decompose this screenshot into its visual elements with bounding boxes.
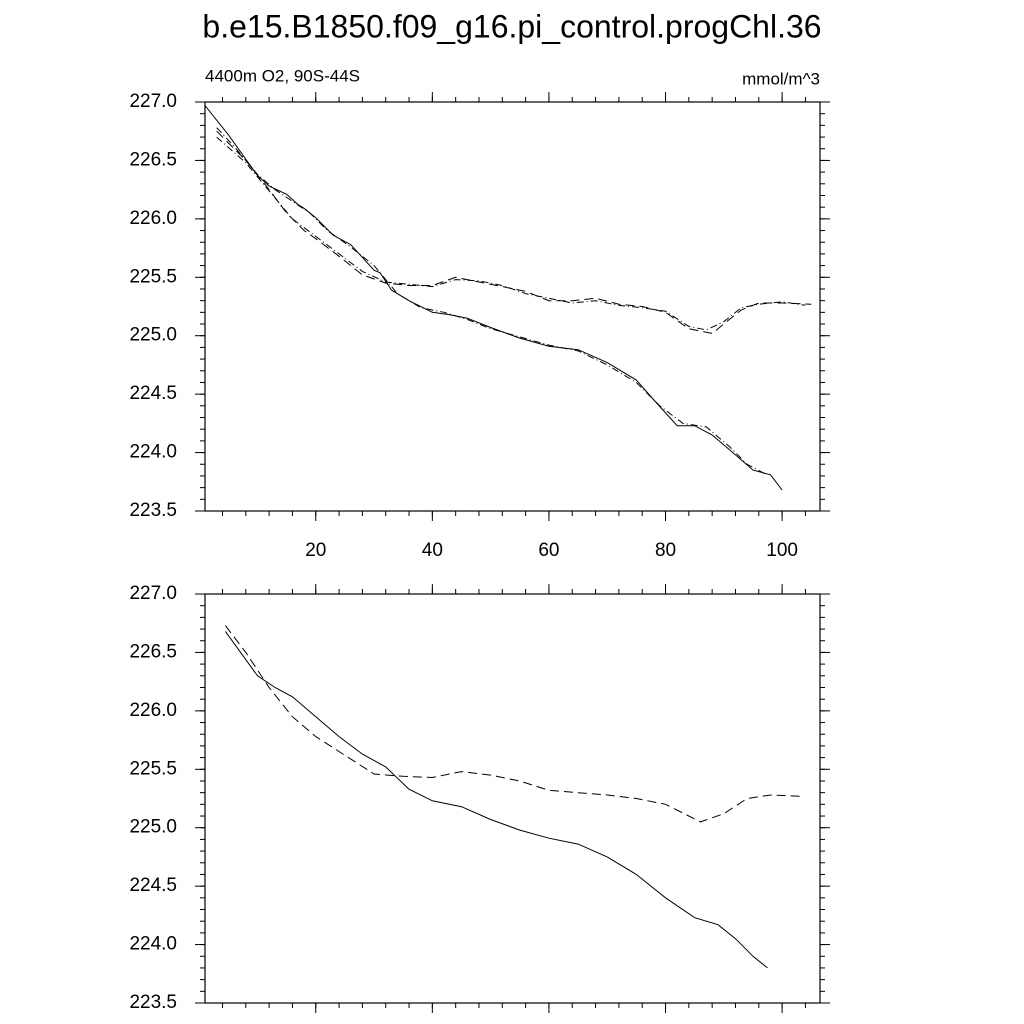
- y-tick-label: 226.5: [129, 641, 177, 662]
- y-tick-label: 225.5: [129, 758, 177, 779]
- y-tick-label: 227.0: [129, 91, 177, 112]
- data-line: [216, 130, 812, 334]
- y-tick-label: 225.5: [129, 266, 177, 287]
- x-tick-label: 80: [655, 540, 676, 561]
- x-tick-label: 40: [422, 540, 443, 561]
- y-tick-label: 223.5: [129, 500, 177, 521]
- y-tick-label: 226.0: [129, 208, 177, 229]
- data-line: [204, 105, 783, 491]
- y-tick-label: 226.5: [129, 149, 177, 170]
- chart-title: b.e15.B1850.f09_g16.pi_control.progChl.3…: [202, 8, 821, 44]
- y-tick-label: 225.0: [129, 817, 177, 838]
- left-string: 4400m O2, 90S-44S: [205, 66, 360, 85]
- plot-frame: [204, 101, 821, 512]
- x-tick-label: 100: [766, 540, 798, 561]
- y-tick-label: 226.0: [129, 700, 177, 721]
- y-tick-label: 224.5: [129, 383, 177, 404]
- y-tick-label: 224.0: [129, 934, 177, 955]
- units-label: mmol/m^3: [742, 69, 820, 88]
- y-tick-label: 224.0: [129, 442, 177, 463]
- plot-frame: [204, 593, 821, 1004]
- data-line: [224, 631, 768, 969]
- y-tick-label: 224.5: [129, 875, 177, 896]
- x-tick-label: 20: [305, 540, 326, 561]
- x-tick-label: 60: [538, 540, 559, 561]
- data-line: [216, 127, 765, 475]
- y-tick-label: 223.5: [129, 992, 177, 1013]
- data-line: [216, 136, 806, 331]
- data-line: [225, 625, 800, 823]
- y-tick-label: 227.0: [129, 583, 177, 604]
- y-tick-label: 225.0: [129, 325, 177, 346]
